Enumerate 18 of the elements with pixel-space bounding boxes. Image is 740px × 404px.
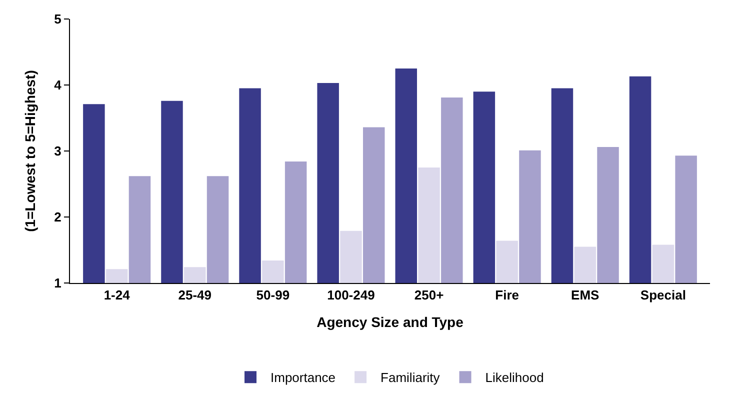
- x-tick-label: 250+: [414, 288, 444, 303]
- x-tick-label: EMS: [571, 288, 600, 303]
- y-axis-title: (1=Lowest to 5=Highest): [22, 70, 38, 232]
- y-tick-label: 4: [54, 78, 62, 93]
- legend-label: Likelihood: [485, 370, 544, 386]
- x-tick-label: 1-24: [104, 288, 131, 303]
- legend-label: Importance: [270, 370, 336, 386]
- x-tick-label: Special: [640, 288, 686, 303]
- x-tick-label: 25-49: [178, 288, 212, 303]
- x-tick-label: Fire: [495, 288, 519, 303]
- y-tick-label: 3: [54, 144, 62, 159]
- x-axis-title: Agency Size and Type: [316, 314, 464, 330]
- x-tick-label: 100-249: [327, 288, 375, 303]
- y-tick-label: 1: [54, 276, 62, 291]
- y-tick-label: 5: [54, 12, 62, 27]
- x-tick-label: 50-99: [256, 288, 290, 303]
- legend-label: Familiarity: [380, 370, 440, 386]
- y-tick-label: 2: [54, 210, 62, 225]
